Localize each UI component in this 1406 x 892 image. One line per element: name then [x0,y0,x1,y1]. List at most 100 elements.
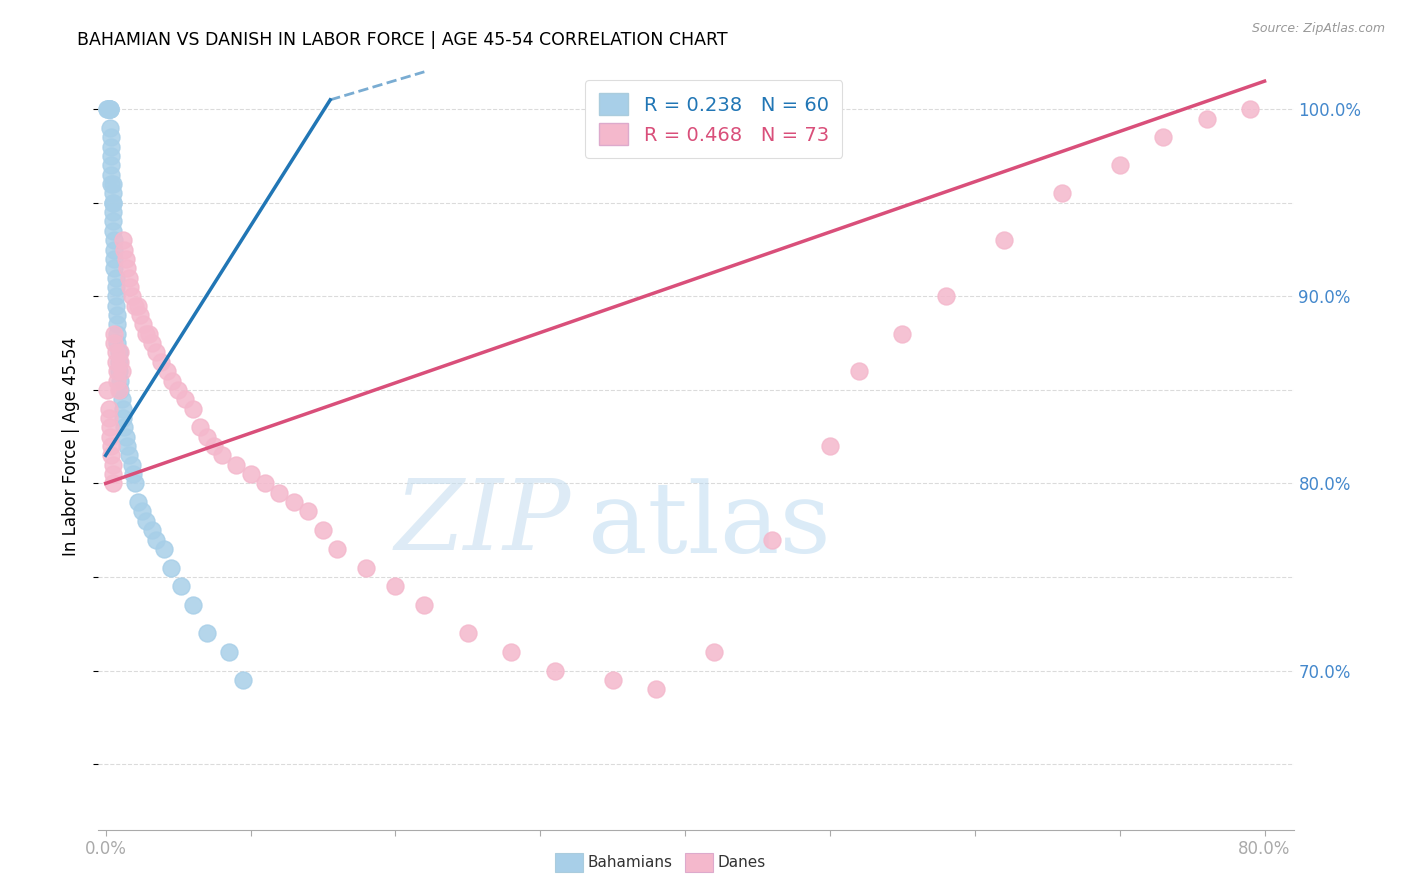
Point [105,374,128,388]
Point [297,504,319,518]
Text: BAHAMIAN VS DANISH IN LABOR FORCE | AGE 45-54 CORRELATION CHART: BAHAMIAN VS DANISH IN LABOR FORCE | AGE … [77,31,728,49]
Point [101,458,124,472]
Point [501,645,523,659]
Point [413,598,436,612]
Point [98,102,121,116]
Point [124,476,146,491]
Point [188,420,211,434]
Point [108,383,131,397]
Point [149,355,172,369]
Point [101,195,124,210]
Text: Source: ZipAtlas.com: Source: ZipAtlas.com [1251,22,1385,36]
Point [127,299,149,313]
Point [98,420,121,434]
Point [141,523,163,537]
Point [101,214,124,228]
Point [121,289,143,303]
Point [100,158,122,172]
Point [103,261,125,276]
Point [98,102,121,116]
Point [115,430,138,444]
Point [98,102,121,116]
Y-axis label: In Labor Force | Age 45-54: In Labor Force | Age 45-54 [62,336,80,556]
Point [100,448,122,462]
Point [269,485,291,500]
Text: atlas: atlas [589,479,831,574]
Point [97,401,120,416]
Point [167,383,190,397]
Point [117,439,139,453]
Point [145,345,167,359]
Point [104,270,127,285]
Point [105,318,128,332]
Point [104,280,127,294]
Point [891,326,914,341]
Point [97,411,120,425]
Text: ZIP: ZIP [394,475,571,570]
Point [101,186,124,201]
Point [122,467,145,481]
Point [132,318,155,332]
Point [135,514,157,528]
Point [218,645,240,659]
Point [112,401,135,416]
Point [141,336,163,351]
Point [101,205,124,219]
Point [131,504,153,518]
Point [101,467,124,481]
Point [162,374,184,388]
Point [104,289,127,303]
Point [761,533,783,547]
Point [103,233,125,247]
Point [108,374,131,388]
Point [384,579,406,593]
Text: Bahamians: Bahamians [588,855,672,870]
Point [112,233,135,247]
Point [283,495,305,509]
Point [457,626,479,640]
Point [121,458,143,472]
Point [138,326,160,341]
Point [202,439,225,453]
Point [105,308,128,322]
Point [114,420,136,434]
Point [1050,186,1073,201]
Point [100,130,122,145]
Point [174,392,197,407]
Point [129,308,152,322]
Point [105,326,128,341]
Point [1239,102,1261,116]
Point [100,149,122,163]
Point [1152,130,1174,145]
Point [97,102,120,116]
Legend: R = 0.238   N = 60, R = 0.468   N = 73: R = 0.238 N = 60, R = 0.468 N = 73 [585,79,842,158]
Point [105,364,128,378]
Point [101,224,124,238]
Point [356,560,378,574]
Point [104,345,127,359]
Point [993,233,1015,247]
Point [152,541,174,556]
Point [181,598,204,612]
Point [326,541,349,556]
Text: Danes: Danes [717,855,765,870]
Point [96,102,118,116]
Point [100,439,122,453]
Point [103,336,125,351]
Point [114,243,136,257]
Point [135,326,157,341]
Point [312,523,335,537]
Point [117,261,139,276]
Point [107,383,129,397]
Point [105,336,128,351]
Point [108,355,131,369]
Point [645,682,668,697]
Point [544,664,567,678]
Point [103,252,125,266]
Point [170,579,193,593]
Point [211,448,233,462]
Point [935,289,957,303]
Point [225,458,247,472]
Point [602,673,624,687]
Point [160,560,183,574]
